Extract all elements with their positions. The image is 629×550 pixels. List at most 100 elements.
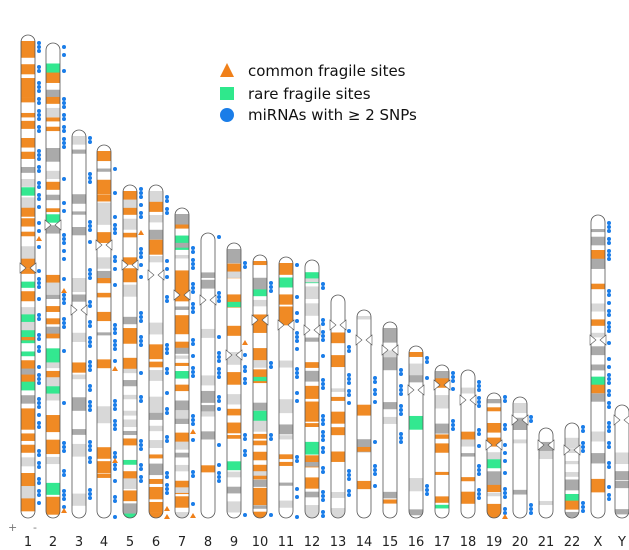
- mirna-dot: [139, 399, 143, 403]
- mirna-dot: [37, 181, 41, 185]
- band: [46, 377, 60, 388]
- band: [565, 448, 579, 454]
- mirna-dot: [607, 325, 611, 329]
- band: [72, 136, 86, 145]
- mirna-dot: [88, 340, 92, 344]
- mirna-dot: [373, 400, 377, 404]
- mirna-dot: [217, 399, 221, 403]
- fragile-site: [112, 366, 118, 371]
- band: [46, 148, 60, 162]
- band: [175, 496, 189, 508]
- band: [149, 412, 163, 420]
- band: [253, 420, 267, 432]
- mirna-dot: [295, 367, 299, 371]
- mirna-dot: [37, 377, 41, 381]
- centromere: [599, 334, 607, 346]
- band: [123, 419, 137, 428]
- mirna-dot: [425, 492, 429, 496]
- mirna-dot: [217, 367, 221, 371]
- band: [305, 272, 319, 284]
- mirna-dot: [217, 291, 221, 295]
- band: [21, 330, 35, 344]
- bands: [615, 405, 629, 518]
- band: [149, 512, 163, 518]
- mirna-dot: [139, 335, 143, 339]
- mirna-dot: [165, 211, 169, 215]
- mirna-dot: [62, 293, 66, 297]
- mirna-dot: [62, 233, 66, 237]
- mirna-dot: [607, 221, 611, 225]
- band: [591, 376, 605, 388]
- band: [201, 272, 215, 278]
- mirna-dot: [191, 374, 195, 378]
- mirna-dot: [243, 365, 247, 369]
- band: [21, 281, 35, 288]
- centromere: [573, 444, 581, 456]
- band: [175, 306, 189, 310]
- mirna-dot: [191, 354, 195, 358]
- chromosome-label: Y: [617, 535, 626, 550]
- mirna-dot: [399, 384, 403, 388]
- outline: [330, 294, 346, 519]
- mirna-dot: [607, 485, 611, 489]
- band: [97, 332, 111, 336]
- mirna-dot: [113, 399, 117, 403]
- band: [201, 390, 215, 403]
- mirna-dot: [347, 493, 351, 497]
- mirna-dot: [113, 403, 117, 407]
- band: [565, 437, 579, 449]
- band: [149, 463, 163, 476]
- band: [123, 357, 137, 371]
- band: [21, 166, 35, 173]
- chromosome: 21: [537, 427, 555, 550]
- mirna-dot: [607, 293, 611, 297]
- mirna-dot: [113, 167, 117, 171]
- chromosome: 11: [277, 256, 299, 550]
- mirna-dot: [37, 421, 41, 425]
- mirna-dot: [191, 338, 195, 342]
- band: [227, 408, 241, 416]
- mirna-dot: [165, 435, 169, 439]
- mirna-dot: [243, 449, 247, 453]
- outline: [590, 214, 606, 519]
- band: [513, 397, 527, 518]
- band: [591, 364, 605, 371]
- mirna-dot: [347, 489, 351, 493]
- band: [123, 368, 137, 374]
- mirna-dot: [62, 101, 66, 105]
- chromosome-label: 2: [49, 535, 57, 550]
- mirna-dot: [88, 460, 92, 464]
- centromere: [391, 344, 399, 356]
- mirna-dot: [191, 438, 195, 442]
- strand-mark: -: [33, 521, 37, 534]
- band: [72, 453, 86, 457]
- band: [123, 394, 137, 400]
- mirna-dot: [399, 368, 403, 372]
- mirna-dot: [347, 477, 351, 481]
- mirna-dot: [295, 339, 299, 343]
- band: [409, 509, 423, 516]
- mirna-dot: [607, 425, 611, 429]
- bands: [357, 310, 371, 518]
- band: [72, 493, 86, 506]
- mirna-dot: [113, 231, 117, 235]
- mirna-dot: [399, 440, 403, 444]
- band: [487, 471, 501, 487]
- band: [591, 346, 605, 356]
- mirna-dot: [607, 229, 611, 233]
- band: [279, 424, 293, 435]
- centromere: [70, 304, 78, 316]
- mirna-dot: [88, 304, 92, 308]
- mirna-dot: [62, 441, 66, 445]
- chromosome: 9: [225, 242, 248, 550]
- mirna-dot: [113, 215, 117, 219]
- band: [175, 270, 189, 278]
- centromere: [105, 239, 113, 251]
- band: [149, 239, 163, 255]
- mirna-dot: [191, 342, 195, 346]
- mirna-dot: [581, 501, 585, 505]
- mirna-dot: [88, 488, 92, 492]
- mirna-dot: [191, 286, 195, 290]
- mirna-dot: [113, 283, 117, 287]
- chromosome-label: 5: [126, 535, 134, 550]
